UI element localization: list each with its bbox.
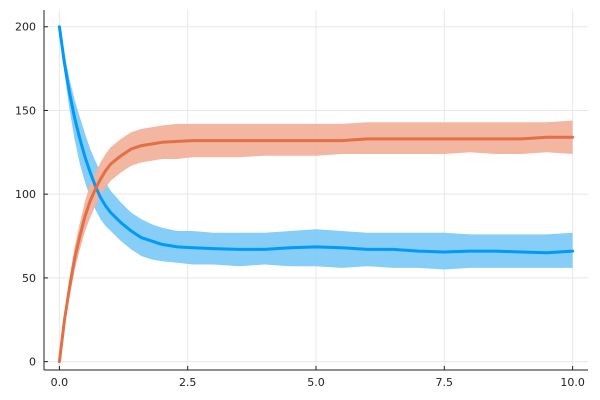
band-series-2 bbox=[59, 120, 573, 362]
line-series-2 bbox=[57, 135, 575, 364]
x-tick-label-3: 7.5 bbox=[436, 376, 454, 389]
x-tick-label-2: 5.0 bbox=[307, 376, 325, 389]
band-series-1 bbox=[59, 26, 573, 270]
x-tick-label-0: 0.0 bbox=[51, 376, 69, 389]
y-tick-label-0: 0 bbox=[29, 356, 36, 369]
grid bbox=[44, 10, 588, 370]
line-series-1 bbox=[57, 25, 575, 255]
y-tick-label-4: 200 bbox=[15, 21, 36, 34]
confidence-bands bbox=[59, 26, 573, 362]
y-tick-label-2: 100 bbox=[15, 188, 36, 201]
tick-labels: 0.0 2.5 5.0 7.5 10.0 0 50 100 150 200 bbox=[15, 21, 585, 389]
y-tick-label-3: 150 bbox=[15, 104, 36, 117]
y-tick-label-1: 50 bbox=[22, 272, 36, 285]
series-lines bbox=[57, 25, 575, 364]
x-tick-label-1: 2.5 bbox=[179, 376, 197, 389]
x-tick-label-4: 10.0 bbox=[560, 376, 585, 389]
